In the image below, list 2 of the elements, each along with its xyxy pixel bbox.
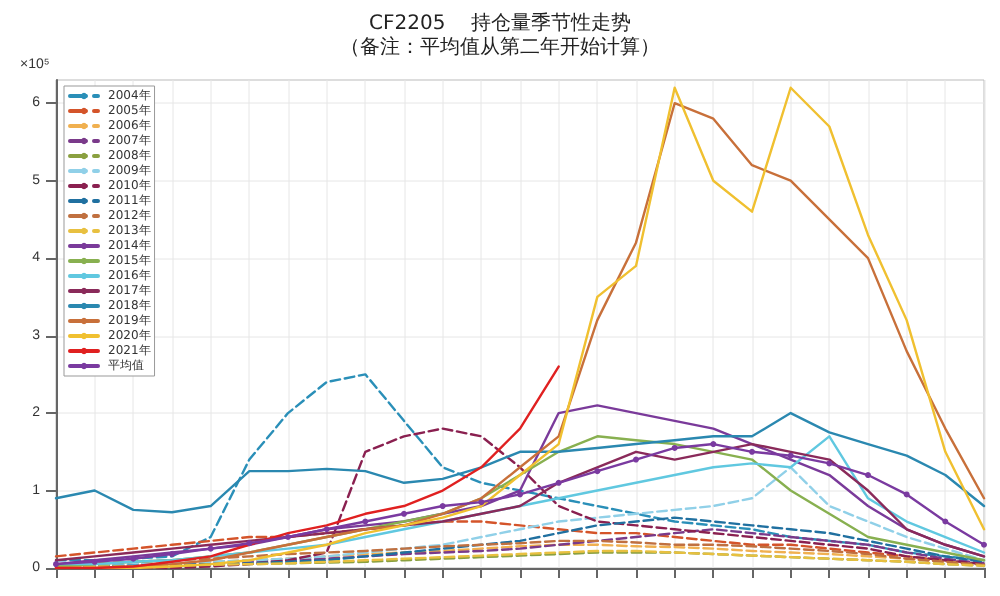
chart-subtitle: （备注：平均值从第二年开始计算） <box>340 35 660 59</box>
chart-title: CF2205 持仓量季节性走势 <box>369 11 631 35</box>
